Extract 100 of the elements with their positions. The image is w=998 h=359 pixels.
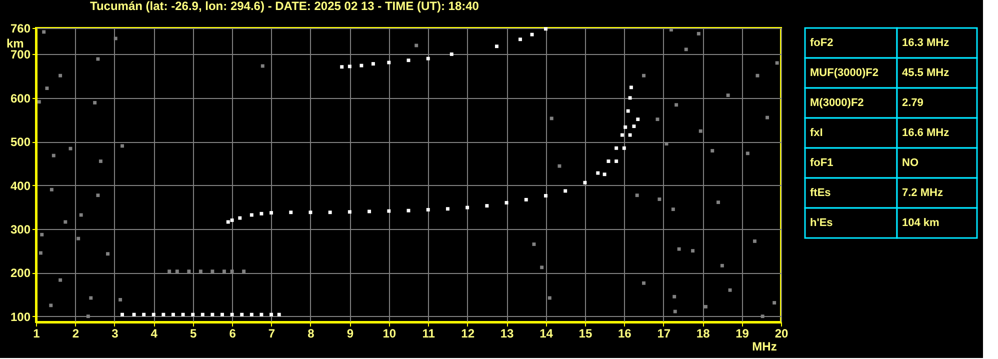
x-tick-label: 8 bbox=[308, 326, 315, 340]
text: MUF(3000)F2 bbox=[810, 67, 878, 79]
point bbox=[684, 48, 688, 52]
point bbox=[368, 210, 372, 214]
x-tick-label: 10 bbox=[382, 326, 396, 340]
text: 16.6 MHz bbox=[902, 127, 950, 139]
x-tick-label: 9 bbox=[346, 326, 354, 340]
point bbox=[606, 160, 610, 163]
text: NO bbox=[902, 157, 919, 169]
point bbox=[622, 146, 626, 150]
text: 45.5 MHz bbox=[902, 67, 950, 79]
point bbox=[426, 56, 430, 60]
point bbox=[308, 210, 312, 214]
point bbox=[348, 64, 352, 68]
x-tick-label: 20 bbox=[774, 326, 788, 340]
text: 2.79 bbox=[902, 97, 924, 109]
text: foF1 bbox=[810, 157, 834, 169]
point bbox=[328, 210, 332, 214]
point bbox=[58, 278, 62, 282]
point bbox=[198, 270, 202, 274]
point bbox=[752, 239, 756, 243]
point bbox=[52, 154, 56, 158]
x-tick-label: 7 bbox=[268, 326, 276, 340]
point bbox=[544, 194, 548, 198]
point bbox=[624, 125, 628, 129]
point bbox=[485, 204, 489, 208]
x-tick-label: 17 bbox=[657, 326, 671, 340]
y-tick-label: 700 bbox=[10, 48, 31, 62]
x-tick-label: 3 bbox=[112, 326, 119, 340]
point bbox=[120, 144, 124, 148]
y-tick-label: 600 bbox=[10, 91, 31, 106]
point bbox=[120, 312, 124, 316]
point bbox=[230, 270, 234, 274]
point bbox=[544, 27, 548, 31]
x-tick-label: 11 bbox=[422, 326, 436, 340]
point bbox=[42, 30, 46, 34]
point bbox=[710, 149, 714, 152]
point bbox=[620, 133, 624, 137]
x-tick-label: 13 bbox=[500, 326, 514, 340]
x-tick-label: 15 bbox=[578, 326, 592, 340]
point bbox=[152, 312, 156, 316]
x-tick-label: 14 bbox=[540, 326, 554, 340]
y-tick-label: 100 bbox=[10, 310, 31, 324]
point bbox=[672, 294, 676, 298]
y-tick-label: 300 bbox=[10, 222, 31, 236]
point bbox=[210, 312, 214, 316]
point bbox=[360, 64, 364, 68]
point bbox=[635, 194, 639, 198]
point bbox=[704, 304, 708, 308]
point bbox=[222, 270, 226, 274]
x-tick-label: 18 bbox=[696, 326, 710, 340]
point bbox=[93, 100, 97, 104]
point bbox=[187, 270, 191, 274]
point bbox=[242, 270, 246, 274]
point bbox=[181, 312, 185, 316]
point bbox=[172, 312, 175, 316]
point bbox=[766, 116, 770, 120]
x-axis-title: MHz bbox=[752, 340, 777, 354]
point bbox=[696, 32, 700, 36]
x-tick-label: 12 bbox=[461, 326, 475, 340]
point bbox=[614, 160, 618, 163]
point bbox=[540, 266, 544, 270]
point bbox=[260, 212, 264, 216]
point bbox=[118, 298, 122, 302]
point bbox=[64, 220, 68, 224]
point bbox=[340, 65, 344, 69]
point bbox=[602, 172, 606, 176]
text: 104 km bbox=[902, 217, 940, 229]
point bbox=[260, 312, 264, 316]
x-tick-label: 4 bbox=[150, 326, 158, 340]
point bbox=[698, 129, 702, 133]
point bbox=[674, 103, 678, 107]
point bbox=[106, 252, 110, 256]
point bbox=[270, 211, 273, 215]
point bbox=[450, 52, 454, 56]
point bbox=[426, 208, 430, 212]
point bbox=[38, 251, 42, 255]
point bbox=[726, 94, 730, 98]
point bbox=[238, 216, 242, 220]
text: ftEs bbox=[810, 187, 831, 199]
point bbox=[49, 304, 53, 308]
point bbox=[720, 264, 724, 268]
point bbox=[558, 164, 562, 168]
point bbox=[775, 61, 779, 65]
x-tick-label: 1 bbox=[33, 326, 40, 340]
x-tick-label: 6 bbox=[229, 326, 236, 340]
text: 16.3 MHz bbox=[902, 37, 950, 49]
x-tick-label: 2 bbox=[72, 326, 80, 340]
point bbox=[504, 201, 508, 204]
point bbox=[96, 194, 100, 198]
point bbox=[728, 288, 732, 292]
point bbox=[716, 200, 720, 204]
y-tick-label: 760 bbox=[10, 22, 31, 36]
point bbox=[89, 296, 93, 300]
point bbox=[132, 312, 136, 316]
point bbox=[240, 312, 244, 316]
point bbox=[596, 171, 600, 175]
point bbox=[614, 146, 618, 150]
text: fxI bbox=[810, 127, 823, 139]
point bbox=[550, 116, 554, 120]
